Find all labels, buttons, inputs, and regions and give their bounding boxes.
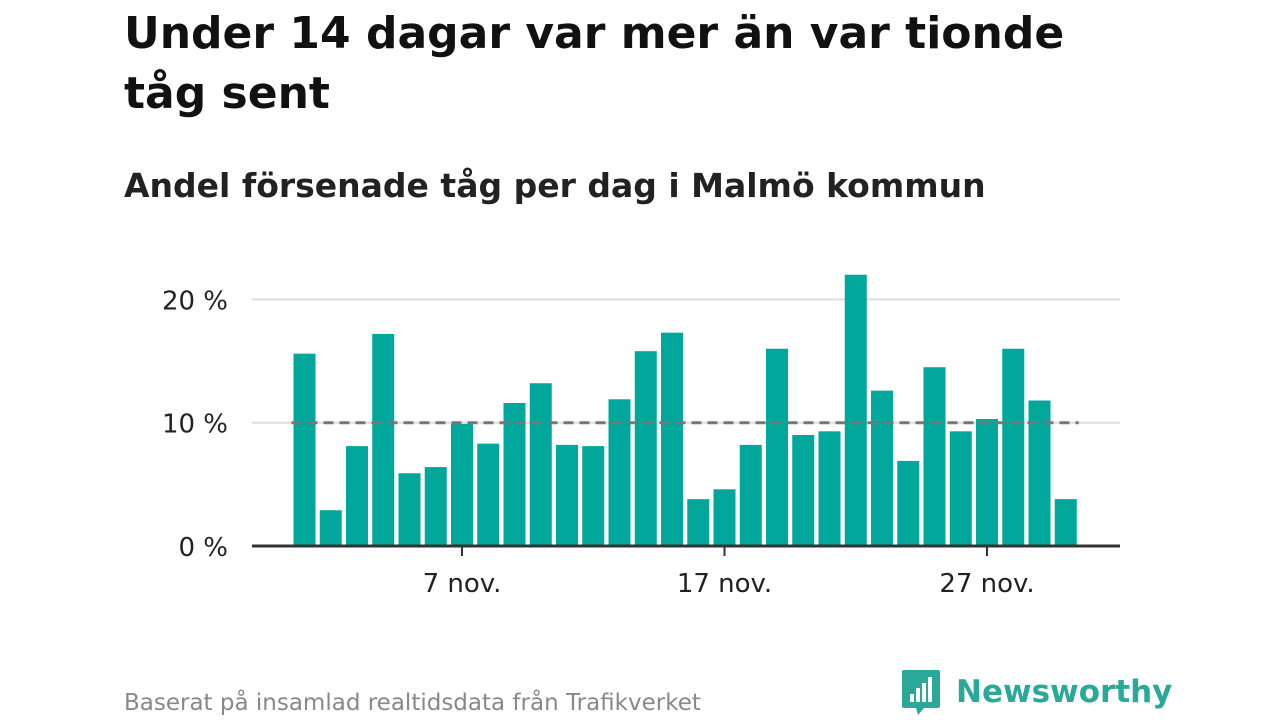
bar: [818, 431, 841, 546]
bar: [372, 333, 395, 546]
bar: [923, 367, 946, 546]
x-tick-label: 7 nov.: [423, 569, 502, 599]
axes: [252, 544, 1120, 556]
bar: [424, 467, 447, 546]
bar: [1028, 400, 1051, 546]
bar: [503, 402, 526, 546]
bar: [1002, 348, 1025, 546]
bar: [766, 348, 788, 546]
bar: [713, 489, 736, 546]
bar: [293, 353, 316, 546]
bar: [1054, 499, 1077, 546]
bar: [844, 274, 867, 546]
bar: [556, 444, 578, 546]
bar: [451, 423, 473, 546]
bar: [634, 351, 657, 546]
chart-title: Under 14 dagar var mer än var tionde tåg…: [124, 8, 1065, 119]
bar: [582, 446, 605, 546]
bar: [792, 435, 815, 546]
tick-labels: 0 % 10 % 20 % 7 nov. 17 nov. 27 nov.: [162, 286, 1035, 599]
brand: Newsworthy: [900, 670, 1173, 715]
bar: [661, 332, 683, 546]
bar: [739, 444, 762, 546]
bar: [319, 510, 342, 546]
bar: [529, 383, 552, 546]
bar: [897, 460, 920, 546]
bar: [949, 431, 972, 546]
bars: [293, 274, 1077, 546]
x-tick-label: 27 nov.: [939, 569, 1034, 599]
bar: [398, 473, 421, 546]
source-note: Baserat på insamlad realtidsdata från Tr…: [124, 690, 701, 716]
y-tick-label: 20 %: [162, 286, 228, 316]
bar: [871, 390, 893, 546]
y-tick-label: 10 %: [162, 410, 228, 440]
bar: [346, 446, 368, 546]
bar: [687, 499, 710, 546]
brand-name: Newsworthy: [956, 674, 1173, 710]
chart-subtitle: Andel försenade tåg per dag i Malmö komm…: [124, 166, 986, 205]
newsworthy-logo-icon: [902, 670, 940, 715]
bar: [608, 399, 631, 546]
x-tick-label: 17 nov.: [677, 569, 772, 599]
bar: [976, 419, 998, 546]
y-tick-label: 0 %: [178, 533, 228, 563]
bar: [477, 443, 500, 546]
